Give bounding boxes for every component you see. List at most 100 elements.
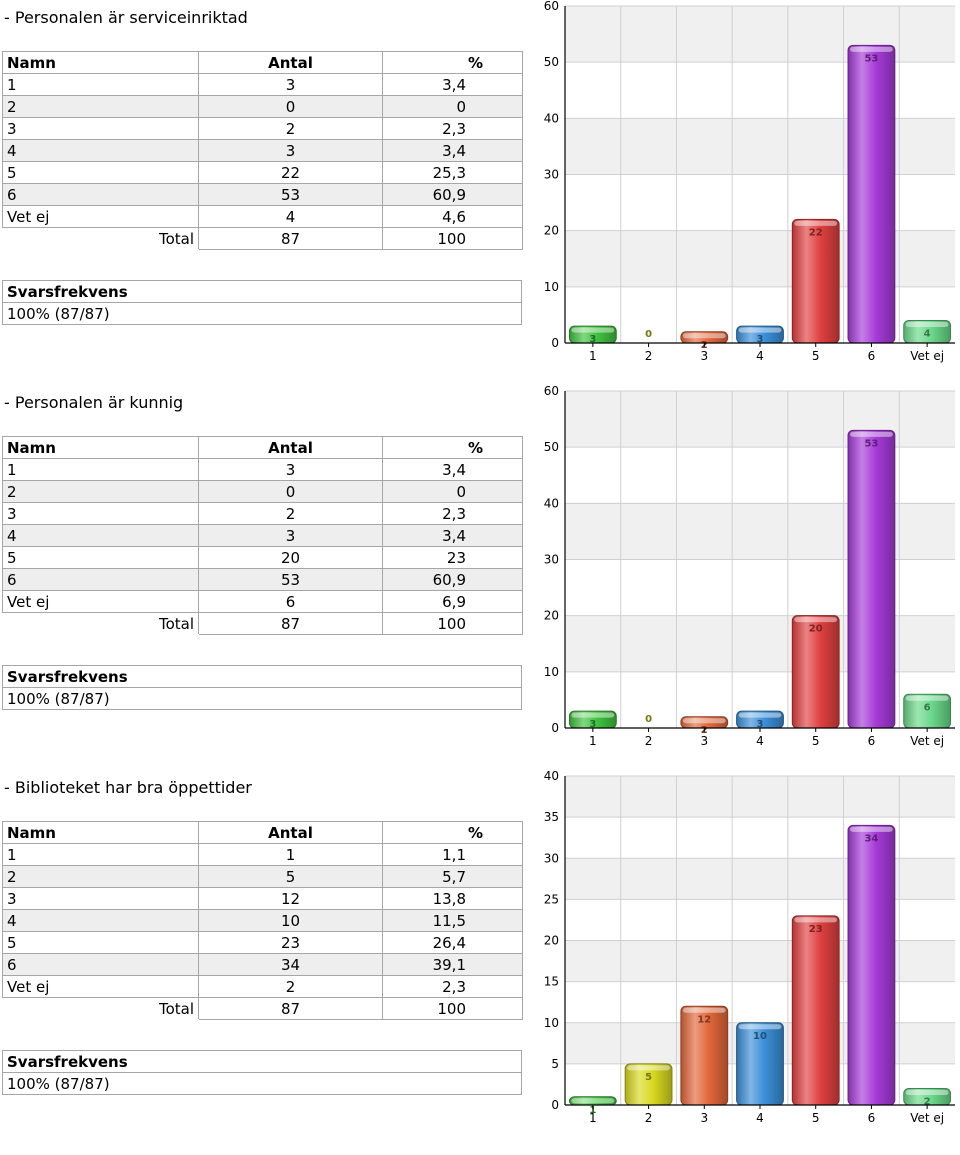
cell-name: 2 <box>2 95 199 118</box>
table-row: 1 3 3,4 <box>2 458 523 481</box>
x-tick-label: Vet ej <box>910 1111 944 1125</box>
cell-name: 1 <box>2 73 199 96</box>
cell-count: 20 <box>198 546 383 569</box>
bar-highlight <box>850 46 893 52</box>
bar-highlight <box>850 826 893 832</box>
data-label: 6 <box>924 702 931 713</box>
col-header-pct: % <box>382 436 523 459</box>
grid-band <box>565 447 955 504</box>
cell-pct: 60,9 <box>382 568 523 591</box>
cell-pct: 5,7 <box>382 865 523 888</box>
total-row: Total 87 100 <box>2 997 523 1020</box>
cell-pct: 2,3 <box>382 975 523 998</box>
bar-highlight <box>794 917 838 923</box>
x-tick-label: 1 <box>589 1111 597 1125</box>
total-pct: 100 <box>382 227 523 250</box>
cell-name: 3 <box>2 117 199 140</box>
y-tick-label: 20 <box>544 609 559 623</box>
table-header-row: Namn Antal % <box>2 51 523 74</box>
grid-band <box>565 858 955 900</box>
data-label: 4 <box>924 329 931 340</box>
y-tick-label: 40 <box>544 496 559 510</box>
cell-name: 4 <box>2 139 199 162</box>
cell-name: Vet ej <box>2 975 199 998</box>
bar <box>791 915 840 1106</box>
cell-pct: 0 <box>382 95 523 118</box>
cell-name: 3 <box>2 887 199 910</box>
response-rate-label: Svarsfrekvens <box>2 665 522 688</box>
data-label: 3 <box>589 334 596 345</box>
y-tick-label: 10 <box>544 280 559 294</box>
cell-name: 4 <box>2 909 199 932</box>
y-tick-label: 30 <box>544 553 559 567</box>
cell-name: 5 <box>2 161 199 184</box>
grid-band <box>565 503 955 560</box>
x-tick-label: Vet ej <box>910 349 944 363</box>
grid-band <box>565 940 955 982</box>
response-rate-table: Svarsfrekvens 100% (87/87) <box>2 665 522 710</box>
data-label: 2 <box>924 1097 931 1108</box>
table-row: 6 53 60,9 <box>2 568 523 591</box>
y-tick-label: 35 <box>544 810 559 824</box>
cell-name: 5 <box>2 546 199 569</box>
response-rate-label: Svarsfrekvens <box>2 280 522 303</box>
cell-name: 6 <box>2 568 199 591</box>
y-tick-label: 50 <box>544 440 559 454</box>
cell-count: 6 <box>198 590 383 613</box>
table-row: 1 1 1,1 <box>2 843 523 866</box>
bar-highlight <box>850 431 893 437</box>
x-tick-label: 3 <box>700 349 708 363</box>
cell-name: 6 <box>2 183 199 206</box>
data-label: 10 <box>753 1031 767 1042</box>
x-tick-label: Vet ej <box>910 734 944 748</box>
grid-band <box>565 391 955 448</box>
cell-count: 53 <box>198 183 383 206</box>
table-row: 6 34 39,1 <box>2 953 523 976</box>
col-header-count: Antal <box>198 436 383 459</box>
x-tick-label: 5 <box>812 734 820 748</box>
response-rate-table: Svarsfrekvens 100% (87/87) <box>2 1050 522 1095</box>
question-section-2: - Personalen är kunnig Namn Antal % 1 3 3,… <box>0 385 960 770</box>
cell-count: 53 <box>198 568 383 591</box>
cell-pct: 0 <box>382 480 523 503</box>
y-tick-label: 20 <box>544 224 559 238</box>
cell-count: 0 <box>198 480 383 503</box>
cell-pct: 4,6 <box>382 205 523 228</box>
cell-count: 10 <box>198 909 383 932</box>
cell-count: 22 <box>198 161 383 184</box>
cell-name: 4 <box>2 524 199 547</box>
cell-pct: 6,9 <box>382 590 523 613</box>
y-tick-label: 30 <box>544 168 559 182</box>
table-row: 5 23 26,4 <box>2 931 523 954</box>
data-label: 53 <box>864 438 878 449</box>
x-tick-label: 5 <box>812 349 820 363</box>
y-tick-label: 15 <box>544 975 559 989</box>
bar-chart: 0102030405060310223342055366Vet ej <box>544 385 955 748</box>
x-tick-label: 1 <box>589 734 597 748</box>
x-tick-label: 4 <box>756 349 764 363</box>
bar-chart: 0102030405060310223342255364Vet ej <box>544 0 955 363</box>
cell-pct: 1,1 <box>382 843 523 866</box>
cell-count: 3 <box>198 73 383 96</box>
question-title: - Personalen är serviceinriktad <box>4 8 248 27</box>
grid-band <box>565 615 955 672</box>
y-tick-label: 0 <box>551 336 559 350</box>
table-row: Vet ej 6 6,9 <box>2 590 523 613</box>
table-header-row: Namn Antal % <box>2 436 523 459</box>
response-rate-value: 100% (87/87) <box>2 302 522 325</box>
cell-pct: 39,1 <box>382 953 523 976</box>
total-count: 87 <box>198 612 383 635</box>
data-label: 53 <box>864 53 878 64</box>
x-tick-label: 4 <box>756 734 764 748</box>
bar-highlight <box>738 1024 782 1030</box>
y-tick-label: 40 <box>544 111 559 125</box>
cell-name: 2 <box>2 865 199 888</box>
cell-count: 3 <box>198 458 383 481</box>
cell-pct: 2,3 <box>382 502 523 525</box>
table-row: 5 22 25,3 <box>2 161 523 184</box>
y-tick-label: 30 <box>544 851 559 865</box>
table-row: 4 3 3,4 <box>2 139 523 162</box>
